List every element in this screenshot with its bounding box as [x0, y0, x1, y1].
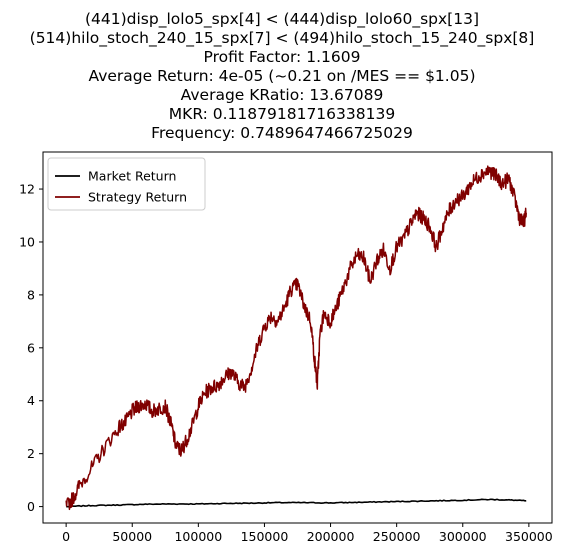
title-line-5: Average KRatio: 13.67089 [181, 86, 384, 104]
chart-title: (441)disp_lolo5_spx[4] < (444)disp_lolo6… [30, 10, 535, 142]
x-axis: 0 50000 100000 150000 200000 250000 300000 3500… [62, 523, 553, 544]
x-tick-label: 150000 [241, 529, 289, 544]
series-line-market-return [66, 498, 527, 508]
legend: Market Return Strategy Return [47, 157, 206, 211]
y-tick-label: 0 [27, 499, 35, 514]
x-tick-label: 0 [62, 529, 70, 544]
y-tick-label: 2 [27, 446, 35, 461]
title-line-7: Frequency: 0.7489647466725029 [151, 124, 413, 142]
y-tick-label: 12 [19, 182, 35, 197]
x-tick-label: 200000 [307, 529, 355, 544]
title-line-3: Profit Factor: 1.1609 [204, 48, 361, 66]
x-tick-label: 100000 [174, 529, 222, 544]
series-line-strategy-return [65, 165, 527, 511]
x-tick-label: 350000 [505, 529, 553, 544]
title-line-6: MKR: 0.11879181716338139 [169, 105, 395, 123]
legend-box [47, 157, 206, 211]
y-tick-label: 8 [27, 287, 35, 302]
title-line-1: (441)disp_lolo5_spx[4] < (444)disp_lolo6… [85, 10, 479, 29]
title-line-2: (514)hilo_stoch_240_15_spx[7] < (494)hil… [30, 29, 535, 48]
x-tick-label: 50000 [112, 529, 152, 544]
x-tick-label: 300000 [439, 529, 487, 544]
legend-label-1: Market Return [88, 169, 176, 184]
legend-label-2: Strategy Return [88, 190, 187, 205]
title-line-4: Average Return: 4e-05 (~0.21 on /MES == … [89, 67, 476, 85]
y-tick-label: 10 [19, 234, 35, 249]
plot-area [42, 151, 553, 524]
y-tick-label: 4 [27, 393, 35, 408]
x-tick-label: 250000 [373, 529, 421, 544]
y-axis: 0 2 4 6 8 10 12 [19, 182, 43, 514]
y-tick-label: 6 [27, 340, 35, 355]
series-group [65, 165, 527, 511]
